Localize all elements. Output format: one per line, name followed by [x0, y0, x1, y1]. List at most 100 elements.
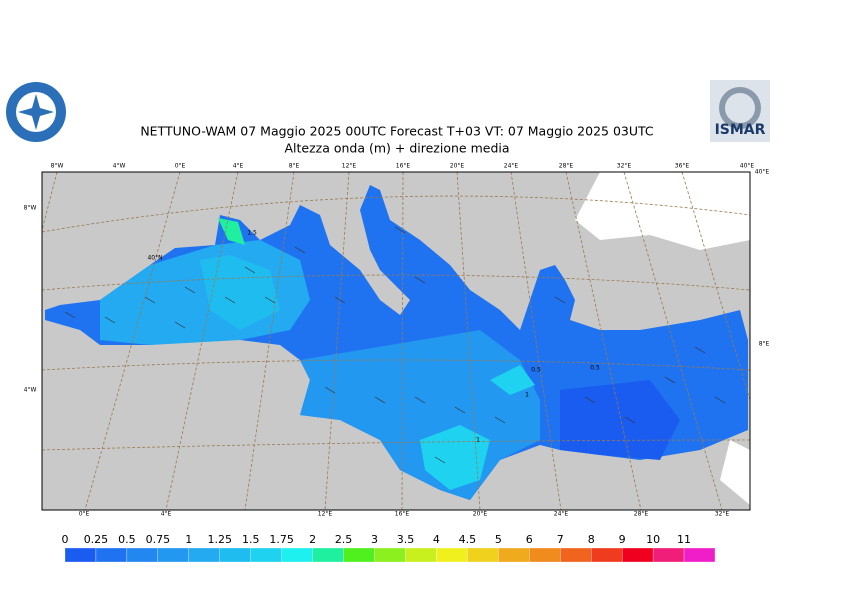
right-logo: ISMAR	[710, 80, 770, 142]
colorbar-box	[188, 547, 220, 563]
contour-label: 1	[525, 392, 529, 399]
top-axis-label: 12°E	[342, 163, 357, 170]
colorbar-label: 2.5	[335, 533, 353, 546]
colorbar-label: 9	[619, 533, 626, 546]
contour-label: 1	[476, 437, 480, 444]
arrow	[244, 266, 256, 274]
colorbar-box	[219, 547, 251, 563]
top-axis-label: 8°W	[51, 163, 64, 170]
colorbar-label: 5	[495, 533, 502, 546]
map-labels: 8°W 4°W 0°E 4°E 8°E 12°E 16°E 20°E 24°E 28°E 32°E 3…	[24, 163, 770, 518]
arrow	[144, 296, 156, 304]
colorbar-label: 0.25	[84, 533, 109, 546]
top-axis-label: 4°W	[113, 163, 126, 170]
colorbar-box	[126, 547, 159, 563]
out-of-domain	[720, 440, 750, 505]
top-axis-label: 4°E	[233, 163, 244, 170]
colorbar-label: 7	[557, 533, 564, 546]
right-axis-label: 40°E	[755, 169, 770, 176]
bottom-axis-label: 24°E	[554, 511, 569, 518]
colorbar-box	[621, 547, 654, 563]
top-axis-label: 0°E	[175, 163, 186, 170]
colorbar-box	[652, 547, 685, 563]
arrow	[694, 346, 706, 354]
left-axis-label: 8°W	[24, 205, 37, 212]
colorbar-label: 8	[588, 533, 595, 546]
left-axis-label: 4°W	[24, 387, 37, 394]
logo-text: ISMAR	[715, 122, 766, 138]
colorbar-label: 10	[646, 533, 660, 546]
subtitle: Altezza onda (m) + direzione media	[284, 141, 509, 156]
arrow	[394, 226, 406, 234]
arrow	[584, 396, 596, 404]
colorbar-label: 3.5	[397, 533, 415, 546]
bottom-axis-label: 12°E	[318, 511, 333, 518]
title: NETTUNO-WAM 07 Maggio 2025 00UTC Forecas…	[140, 124, 654, 139]
logo-arc	[719, 87, 761, 129]
colorbar-label: 0.75	[146, 533, 171, 546]
colorbar-box	[436, 547, 468, 563]
top-axis-label: 36°E	[675, 163, 690, 170]
colorbar-box	[250, 547, 282, 563]
colorbar-label: 4.5	[459, 533, 477, 546]
arrow	[184, 286, 196, 294]
colorbar-box	[312, 547, 344, 563]
colorbar-box	[467, 547, 499, 563]
colorbar-label: 3	[371, 533, 378, 546]
arrow	[624, 416, 636, 424]
colorbar-label: 1.25	[208, 533, 233, 546]
arrow	[374, 396, 386, 404]
colorbar-label: 6	[526, 533, 533, 546]
left-axis-label: 40°N	[147, 255, 162, 262]
contour-label: 1.5	[247, 230, 257, 237]
colorbar-box	[560, 547, 592, 563]
colorbar-label: 11	[677, 533, 691, 546]
arrow	[324, 386, 336, 394]
out-of-domain	[575, 172, 750, 250]
bottom-axis-label: 28°E	[634, 511, 649, 518]
arrow	[664, 376, 676, 384]
colorbar-box	[683, 547, 716, 563]
colorbar-box	[591, 547, 623, 563]
arrow	[434, 456, 446, 464]
arrow	[554, 296, 566, 304]
colorbar-label: 1	[185, 533, 192, 546]
map	[41, 171, 751, 511]
colorbar-box	[405, 547, 437, 563]
contour-label: 0.5	[531, 367, 541, 374]
arrow	[714, 396, 726, 404]
contour-label: 0.5	[590, 365, 600, 372]
bottom-axis-label: 4°E	[161, 511, 172, 518]
colorbar-box	[157, 547, 189, 563]
colorbar-label: 0.5	[118, 533, 136, 546]
arrow	[264, 296, 276, 304]
logo-star	[18, 94, 54, 130]
arrow	[334, 296, 346, 304]
graticule	[41, 171, 751, 511]
bottom-axis-label: 20°E	[473, 511, 488, 518]
top-axis-label: 40°E	[740, 163, 755, 170]
colorbar-label: 1.75	[269, 533, 294, 546]
top-axis-label: 16°E	[396, 163, 411, 170]
sea-wave-field	[490, 365, 535, 395]
top-axis-label: 20°E	[450, 163, 465, 170]
colorbar-box	[529, 547, 561, 563]
sea-wave-field	[218, 218, 245, 245]
bottom-axis-label: 32°E	[715, 511, 730, 518]
left-logo	[6, 82, 66, 142]
colorbar-box	[95, 547, 128, 563]
top-axis-label: 24°E	[504, 163, 519, 170]
arrow	[174, 321, 186, 329]
colorbar-box	[374, 547, 406, 563]
bottom-axis-label: 16°E	[395, 511, 410, 518]
colorbar-label: 0	[62, 533, 69, 546]
top-axis-label: 32°E	[617, 163, 632, 170]
arrow	[414, 276, 426, 284]
arrow	[64, 311, 76, 319]
colorbar-label: 1.5	[242, 533, 260, 546]
arrow	[224, 296, 236, 304]
colorbar-box	[281, 547, 313, 563]
bottom-axis-label: 0°E	[79, 511, 90, 518]
colorbar: 0 0.25 0.5 0.75 1 1.25 1.5 1.75 2 2.5 3 3.5 4 4.5 5 6 7 8…	[62, 533, 716, 563]
